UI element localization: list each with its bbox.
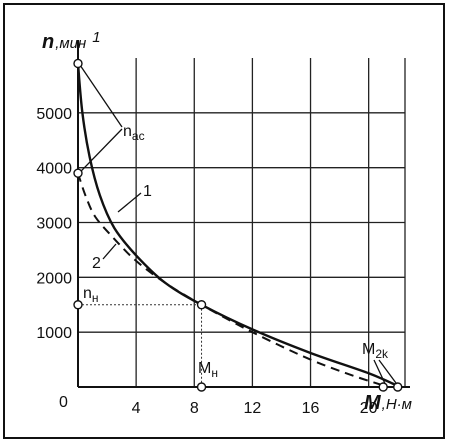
leader-curve-2 [102,243,117,260]
curve-label-1: 1 [143,183,152,200]
series-line-1 [76,63,399,387]
leader-n-ac-mid [80,128,123,172]
leader-m-2k-b [378,359,398,385]
marker-point [73,168,83,178]
annotation-m-h: Mн [198,360,218,380]
annotation-n-ac: nac [123,123,145,143]
curve-label-2: 2 [92,255,101,272]
x-tick-label: 16 [302,400,320,417]
y-tick-label: 4000 [36,161,72,178]
curves [76,63,399,387]
y-tick-label: 5000 [36,106,72,123]
origin-label: 0 [59,394,68,411]
leader-n-ac-top [80,66,123,128]
marker-point [73,58,83,69]
y-tick-label: 3000 [36,216,72,233]
x-tick-label: 12 [244,400,262,417]
y-axis-title: n,мин 1 [42,29,101,53]
y-tick-label: 1000 [36,325,72,342]
markers [73,58,403,392]
leader-curve-1 [117,192,142,213]
chart-frame [3,3,445,439]
leader-m-2k-a [373,359,386,385]
annotation-n-h: nн [83,285,99,305]
y-tick-label: 2000 [36,270,72,287]
marker-point [196,300,207,310]
guide-lines [78,304,203,387]
x-tick-label: 8 [190,400,199,417]
axes [77,40,410,388]
series-line-2 [77,172,384,387]
marker-point [196,382,207,392]
grid [78,58,406,387]
marker-point [393,382,403,392]
x-axis-title: M,Н·м [364,392,412,414]
leader-lines [80,66,398,385]
x-tick-label: 4 [132,400,141,417]
x-tick-label: 20 [360,400,378,417]
marker-point [73,300,83,310]
annotation-m-2k: M2k [362,341,389,361]
marker-point [378,382,388,392]
